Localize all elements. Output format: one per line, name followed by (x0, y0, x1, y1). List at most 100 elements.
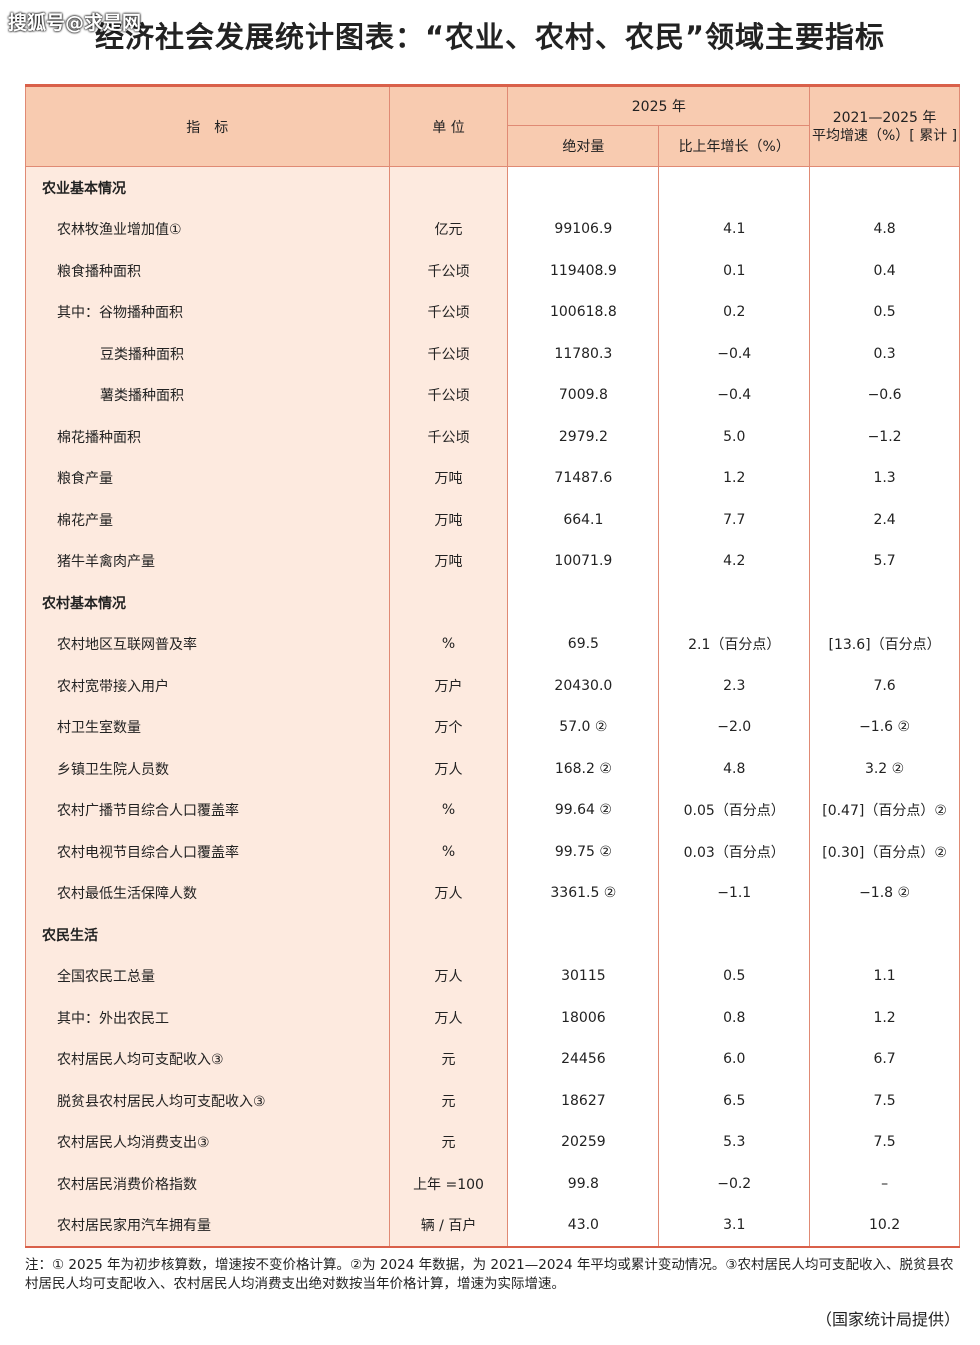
page-title: 经济社会发展统计图表：“农业、农村、农民”领域主要指标 (94, 20, 886, 54)
avg-cell: −1.6 ② (809, 706, 960, 748)
indicator-cell: 农林牧渔业增加值① (25, 208, 390, 250)
unit-cell (388, 914, 509, 956)
indicator-cell: 农村广播节目综合人口覆盖率 (25, 789, 390, 831)
unit-cell: 亿元 (388, 208, 509, 250)
growth-cell: 5.3 (658, 1121, 811, 1163)
table-row: 农村最低生活保障人数 万人 3361.5 ② −1.1 −1.8 ② (25, 872, 960, 914)
absolute-cell (507, 582, 660, 624)
absolute-cell: 11780.3 (507, 333, 660, 375)
table-row: 农村宽带接入用户 万户 20430.0 2.3 7.6 (25, 665, 960, 707)
section-title: 农村基本情况 (25, 582, 390, 624)
absolute-cell: 119408.9 (507, 250, 660, 292)
growth-cell: 4.2 (658, 540, 811, 582)
growth-cell (658, 914, 811, 956)
avg-cell: 4.8 (809, 208, 960, 250)
absolute-cell: 99.8 (507, 1163, 660, 1205)
avg-cell: 5.7 (809, 540, 960, 582)
indicator-cell: 粮食产量 (25, 457, 390, 499)
unit-cell: % (388, 789, 509, 831)
growth-cell: 2.1（百分点） (658, 623, 811, 665)
avg-cell: 3.2 ② (809, 748, 960, 790)
growth-cell: 0.5 (658, 955, 811, 997)
growth-cell: −1.1 (658, 872, 811, 914)
section-title: 农业基本情况 (25, 166, 390, 209)
indicator-cell: 全国农民工总量 (25, 955, 390, 997)
growth-cell: 1.2 (658, 457, 811, 499)
absolute-cell (507, 166, 660, 209)
indicator-cell: 农村地区互联网普及率 (25, 623, 390, 665)
indicator-cell: 棉花播种面积 (25, 416, 390, 458)
avg-cell: 10.2 (809, 1204, 960, 1247)
absolute-cell: 18627 (507, 1080, 660, 1122)
absolute-cell: 99.64 ② (507, 789, 660, 831)
absolute-cell: 2979.2 (507, 416, 660, 458)
unit-cell: 千公顷 (388, 291, 509, 333)
avg-cell: 1.2 (809, 997, 960, 1039)
avg-cell: – (809, 1163, 960, 1205)
table-row: 粮食播种面积 千公顷 119408.9 0.1 0.4 (25, 250, 960, 292)
table-row: 农村电视节目综合人口覆盖率% 99.75 ② 0.03（百分点） [0.30]（百分点… (25, 831, 960, 873)
absolute-cell: 3361.5 ② (507, 872, 660, 914)
section-title: 农民生活 (25, 914, 390, 956)
footnote: 注：① 2025 年为初步核算数，增速按不变价格计算。②为 2024 年数据，为… (25, 1257, 954, 1292)
indicator-cell: 薯类播种面积 (25, 374, 390, 416)
avg-cell (809, 166, 960, 209)
table-row: 棉花播种面积 千公顷 2979.2 5.0 −1.2 (25, 416, 960, 458)
table-row: 农村广播节目综合人口覆盖率% 99.64 ② 0.05（百分点） [0.47]（百分点… (25, 789, 960, 831)
unit-cell: % (388, 623, 509, 665)
header-year: 2025 年 (507, 85, 811, 126)
header-indicator: 指 标 (25, 85, 390, 167)
avg-cell: 1.3 (809, 457, 960, 499)
indicator-cell: 农村居民人均消费支出③ (25, 1121, 390, 1163)
growth-cell: 3.1 (658, 1204, 811, 1247)
indicator-cell: 乡镇卫生院人员数 (25, 748, 390, 790)
absolute-cell: 10071.9 (507, 540, 660, 582)
unit-cell: 万个 (388, 706, 509, 748)
indicator-cell: 农村电视节目综合人口覆盖率 (25, 831, 390, 873)
table-row: 薯类播种面积 千公顷 7009.8 −0.4 −0.6 (25, 374, 960, 416)
unit-cell: 元 (388, 1080, 509, 1122)
unit-cell: 辆 / 百户 (388, 1204, 509, 1247)
source: （国家统计局提供） (815, 1310, 960, 1329)
section-row: 农业基本情况 (25, 166, 960, 209)
unit-cell: 万户 (388, 665, 509, 707)
growth-cell: 5.0 (658, 416, 811, 458)
table-row: 其中：谷物播种面积 千公顷 100618.8 0.2 0.5 (25, 291, 960, 333)
indicator-cell: 农村最低生活保障人数 (25, 872, 390, 914)
unit-cell (388, 166, 509, 209)
indicator-cell: 农村居民人均可支配收入③ (25, 1038, 390, 1080)
growth-cell: 0.1 (658, 250, 811, 292)
unit-cell: 万人 (388, 872, 509, 914)
table-row: 农村地区互联网普及率% 69.5 2.1（百分点） [13.6]（百分点） (25, 623, 960, 665)
growth-cell: 6.5 (658, 1080, 811, 1122)
growth-cell: 7.7 (658, 499, 811, 541)
avg-cell: [13.6]（百分点） (809, 623, 960, 665)
unit-cell: 万吨 (388, 540, 509, 582)
indicator-cell: 豆类播种面积 (25, 333, 390, 375)
watermark: 搜狐号@求是网 (8, 12, 142, 34)
absolute-cell: 30115 (507, 955, 660, 997)
indicator-cell: 农村宽带接入用户 (25, 665, 390, 707)
absolute-cell: 24456 (507, 1038, 660, 1080)
absolute-cell: 99.75 ② (507, 831, 660, 873)
table-row: 村卫生室数量 万个 57.0 ② −2.0 −1.6 ② (25, 706, 960, 748)
growth-cell: 4.8 (658, 748, 811, 790)
absolute-cell: 99106.9 (507, 208, 660, 250)
growth-cell (658, 582, 811, 624)
table-row: 脱贫县农村居民人均可支配收入③ 元 18627 6.5 7.5 (25, 1080, 960, 1122)
table-row: 猪牛羊禽肉产量 万吨 10071.9 4.2 5.7 (25, 540, 960, 582)
indicator-cell: 脱贫县农村居民人均可支配收入③ (25, 1080, 390, 1122)
indicator-table: 指 标 单 位 2025 年 2021—2025 年 平均增速（%）[ 累计 ]… (25, 84, 960, 1248)
unit-cell: 万人 (388, 748, 509, 790)
unit-cell: 千公顷 (388, 333, 509, 375)
avg-cell (809, 582, 960, 624)
growth-cell: 0.05（百分点） (658, 789, 811, 831)
absolute-cell: 43.0 (507, 1204, 660, 1247)
unit-cell: % (388, 831, 509, 873)
indicator-cell: 农村居民家用汽车拥有量 (25, 1204, 390, 1247)
absolute-cell: 20430.0 (507, 665, 660, 707)
table-row: 乡镇卫生院人员数 万人 168.2 ② 4.8 3.2 ② (25, 748, 960, 790)
absolute-cell: 168.2 ② (507, 748, 660, 790)
indicator-cell: 猪牛羊禽肉产量 (25, 540, 390, 582)
unit-cell: 万吨 (388, 499, 509, 541)
